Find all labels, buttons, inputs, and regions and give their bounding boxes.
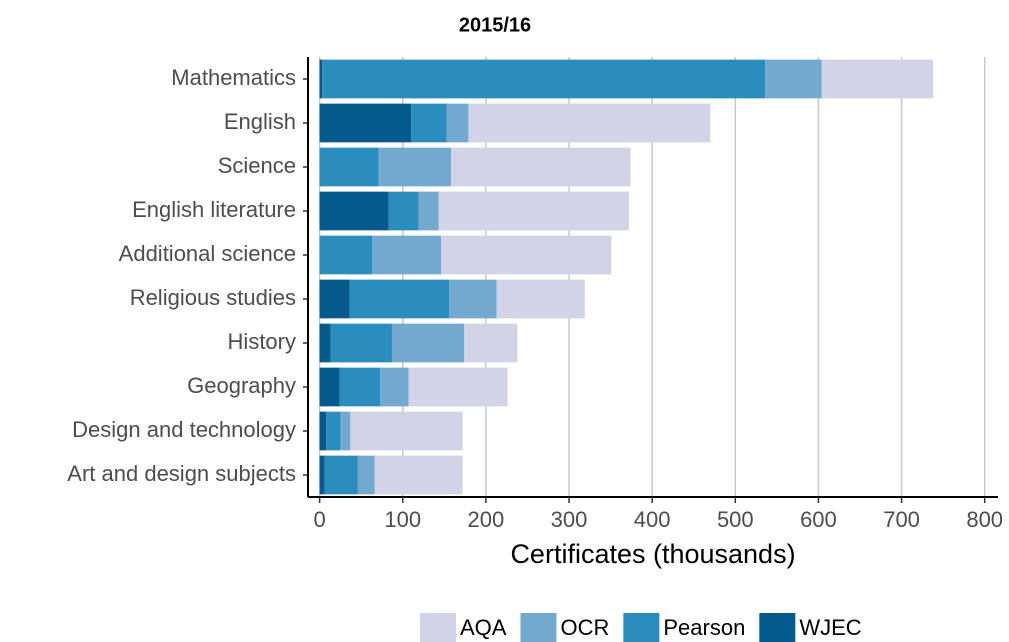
bar-segment <box>319 279 350 319</box>
x-tick-label: 700 <box>883 507 920 532</box>
bar-segment <box>411 103 447 143</box>
legend-label: AQA <box>460 615 507 640</box>
bar-segment <box>319 367 340 407</box>
y-tick-label: Geography <box>187 373 296 398</box>
x-tick-label: 300 <box>551 507 588 532</box>
bar-segment <box>339 367 381 407</box>
bar-segment <box>408 367 508 407</box>
bar-segment <box>765 59 822 99</box>
bar-segment <box>319 323 331 363</box>
y-tick-label: Science <box>218 153 296 178</box>
bar-segment <box>464 323 518 363</box>
bar-segment <box>391 323 465 363</box>
bar-segment <box>418 191 439 231</box>
bar-segment <box>441 235 612 275</box>
legend-swatch <box>623 613 660 642</box>
bar-segment <box>319 147 379 187</box>
bar-segment <box>319 59 323 99</box>
x-tick-label: 200 <box>468 507 505 532</box>
legend-label: WJEC <box>799 615 861 640</box>
bar-segment <box>319 103 412 143</box>
bar-segment <box>821 59 934 99</box>
bar-segment <box>449 279 497 319</box>
x-tick-label: 100 <box>384 507 421 532</box>
legend-swatch <box>759 613 796 642</box>
y-tick-label: History <box>228 329 296 354</box>
x-tick-label: 0 <box>314 507 326 532</box>
bar-segment <box>326 411 341 451</box>
bar-segment <box>319 235 373 275</box>
bar-segment <box>349 279 450 319</box>
bar-segment <box>319 411 327 451</box>
bar-segment <box>438 191 629 231</box>
bar-segment <box>380 367 409 407</box>
legend-label: Pearson <box>663 615 745 640</box>
y-tick-label: Design and technology <box>72 417 296 442</box>
x-axis-label: Certificates (thousands) <box>510 539 795 569</box>
bar-segment <box>446 103 469 143</box>
y-tick-label: English literature <box>132 197 296 222</box>
x-tick-label: 500 <box>717 507 754 532</box>
bar-segment <box>322 59 766 99</box>
bar-segment <box>324 455 358 495</box>
bar-segment <box>319 455 325 495</box>
x-tick-label: 400 <box>634 507 671 532</box>
legend-swatch <box>520 613 557 642</box>
bar-segment <box>330 323 392 363</box>
y-tick-label: Additional science <box>119 241 296 266</box>
bar-segment <box>388 191 419 231</box>
y-tick-label: English <box>224 109 296 134</box>
y-tick-label: Art and design subjects <box>67 461 296 486</box>
bar-segment <box>378 147 451 187</box>
y-tick-label: Religious studies <box>130 285 296 310</box>
bar-segment <box>350 411 463 451</box>
bar-segment <box>372 235 442 275</box>
chart-title: 2015/16 <box>459 14 531 36</box>
y-tick-label: Mathematics <box>171 65 296 90</box>
x-tick-label: 800 <box>966 507 1003 532</box>
bar-segment <box>319 191 389 231</box>
bar-segment <box>468 103 711 143</box>
x-tick-label: 600 <box>800 507 837 532</box>
bar-segment <box>496 279 585 319</box>
bar-segment <box>340 411 351 451</box>
bar-segment <box>374 455 463 495</box>
bar-segment <box>450 147 631 187</box>
bar-segment <box>357 455 375 495</box>
legend-swatch <box>420 613 456 642</box>
legend-label: OCR <box>560 615 609 640</box>
